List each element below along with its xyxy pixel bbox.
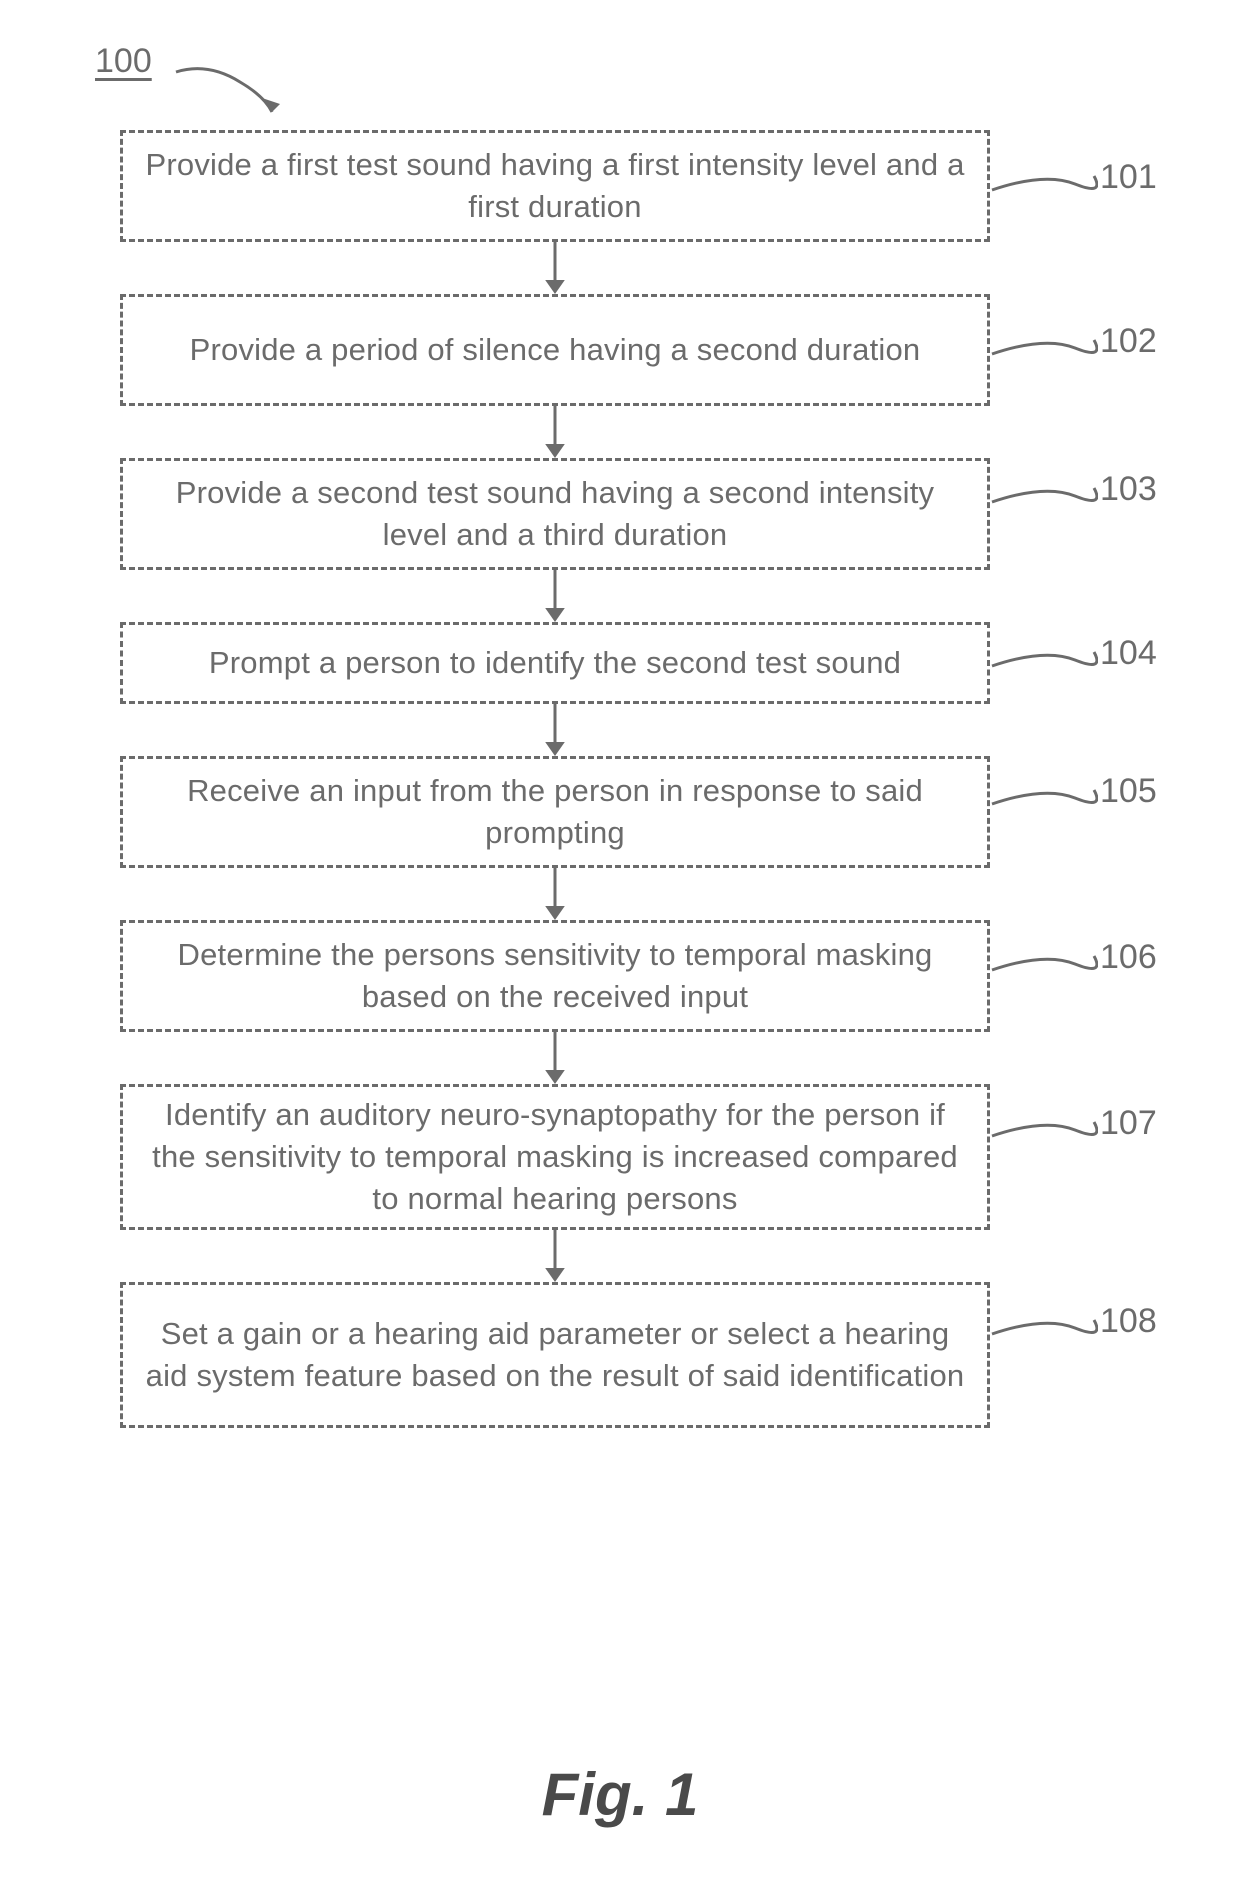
step-number-101: 101 [1100, 158, 1157, 197]
step-text: Set a gain or a hearing aid parameter or… [143, 1313, 967, 1397]
leader-line [990, 1304, 1098, 1344]
step-number-105: 105 [1100, 772, 1157, 811]
step-box-101: Provide a first test sound having a firs… [120, 130, 990, 242]
flowchart-canvas: 100 Fig. 1 Provide a first test sound ha… [0, 0, 1240, 1884]
leader-line [990, 636, 1098, 676]
flow-arrow [535, 704, 575, 756]
leader-line [990, 160, 1098, 200]
step-text: Provide a period of silence having a sec… [190, 329, 921, 371]
flowchart-label: 100 [95, 42, 152, 81]
step-text: Receive an input from the person in resp… [143, 770, 967, 854]
step-number-106: 106 [1100, 938, 1157, 977]
leader-line [990, 774, 1098, 814]
step-text: Prompt a person to identify the second t… [209, 642, 901, 684]
step-text: Identify an auditory neuro-synaptopathy … [143, 1094, 967, 1220]
flow-arrow [535, 570, 575, 622]
step-box-105: Receive an input from the person in resp… [120, 756, 990, 868]
figure-caption: Fig. 1 [0, 1760, 1240, 1829]
flow-arrow [535, 242, 575, 294]
leader-line [990, 472, 1098, 512]
step-box-107: Identify an auditory neuro-synaptopathy … [120, 1084, 990, 1230]
step-text: Provide a second test sound having a sec… [143, 472, 967, 556]
flow-arrow [535, 1032, 575, 1084]
step-number-104: 104 [1100, 634, 1157, 673]
step-number-108: 108 [1100, 1302, 1157, 1341]
leader-line [990, 940, 1098, 980]
step-box-102: Provide a period of silence having a sec… [120, 294, 990, 406]
step-number-107: 107 [1100, 1104, 1157, 1143]
leader-line [990, 1106, 1098, 1146]
step-box-103: Provide a second test sound having a sec… [120, 458, 990, 570]
leader-line [990, 324, 1098, 364]
step-text: Provide a first test sound having a firs… [143, 144, 967, 228]
flow-arrow [535, 868, 575, 920]
step-box-104: Prompt a person to identify the second t… [120, 622, 990, 704]
step-text: Determine the persons sensitivity to tem… [143, 934, 967, 1018]
flow-arrow [535, 406, 575, 458]
step-box-106: Determine the persons sensitivity to tem… [120, 920, 990, 1032]
label-hook [168, 58, 288, 118]
flow-arrow [535, 1230, 575, 1282]
step-number-102: 102 [1100, 322, 1157, 361]
step-number-103: 103 [1100, 470, 1157, 509]
step-box-108: Set a gain or a hearing aid parameter or… [120, 1282, 990, 1428]
